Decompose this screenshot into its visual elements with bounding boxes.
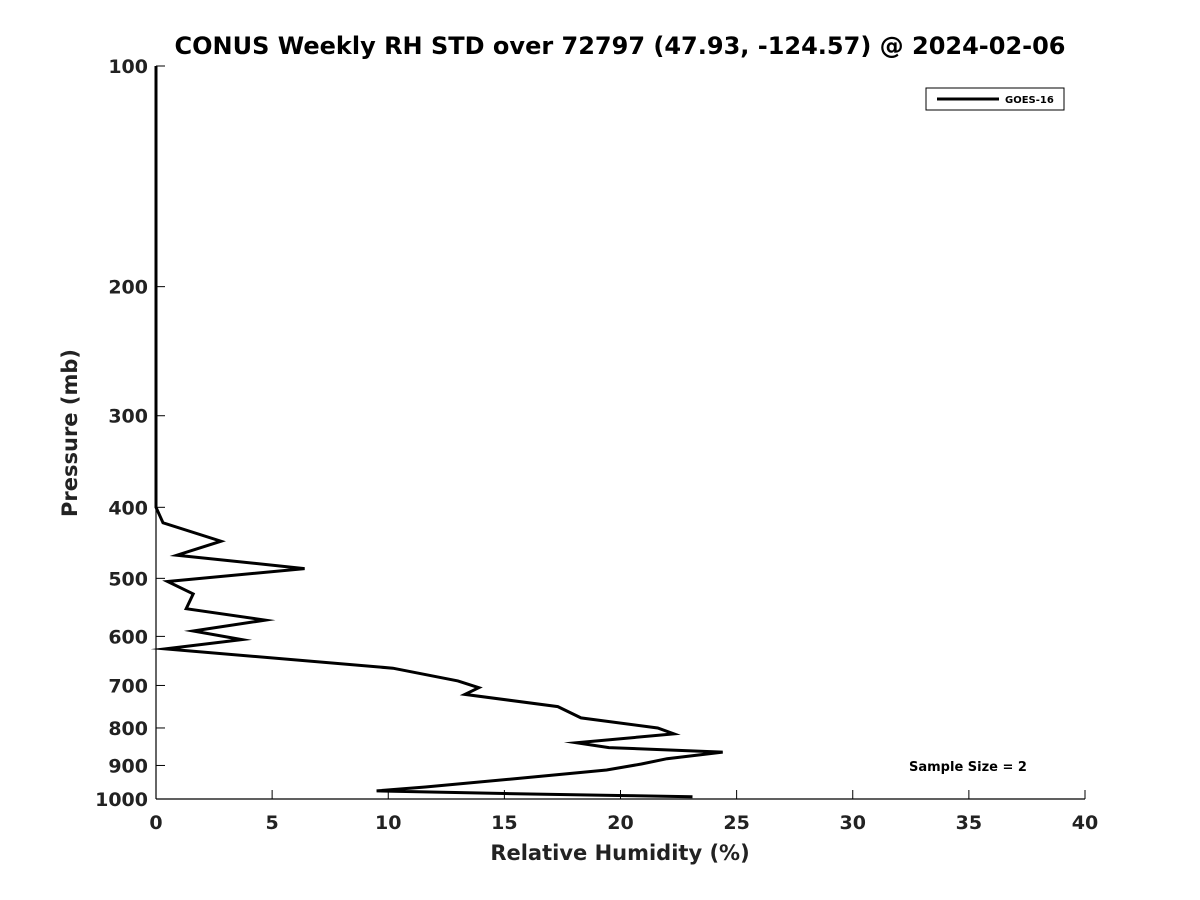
- x-tick-label: 10: [375, 812, 401, 834]
- x-tick-label: 15: [491, 812, 517, 834]
- y-tick-label: 800: [108, 718, 148, 740]
- y-tick-label: 600: [108, 626, 148, 648]
- y-tick-label: 200: [108, 277, 148, 299]
- x-axis-label: Relative Humidity (%): [490, 841, 749, 865]
- y-tick-label: 400: [108, 497, 148, 519]
- y-tick-label: 1000: [95, 789, 148, 811]
- x-tick-label: 25: [723, 812, 749, 834]
- series-line-0: [150, 66, 723, 799]
- y-tick-label: 100: [108, 56, 148, 78]
- y-tick-label: 300: [108, 406, 148, 428]
- y-tick-label: 700: [108, 675, 148, 697]
- x-tick-label: 35: [956, 812, 982, 834]
- y-ticks: 100 200 300 400 500 600 700 800 900 1000: [95, 56, 165, 811]
- x-ticks: 0 5 10 15 20 25 30 35 40: [149, 790, 1098, 834]
- legend-label-goes-16: GOES-16: [1005, 95, 1054, 106]
- axes: [155, 66, 1085, 800]
- x-tick-label: 5: [266, 812, 279, 834]
- x-tick-label: 30: [840, 812, 866, 834]
- y-tick-label: 500: [108, 568, 148, 590]
- y-tick-label: 900: [108, 755, 148, 777]
- x-tick-label: 0: [149, 812, 162, 834]
- y-axis-label: Pressure (mb): [58, 349, 82, 517]
- chart-title: CONUS Weekly RH STD over 72797 (47.93, -…: [174, 32, 1065, 60]
- sample-size-annotation: Sample Size = 2: [909, 760, 1027, 775]
- series-layer: [150, 66, 723, 799]
- x-tick-label: 40: [1072, 812, 1098, 834]
- legend: GOES-16: [925, 87, 1065, 111]
- x-tick-label: 20: [607, 812, 633, 834]
